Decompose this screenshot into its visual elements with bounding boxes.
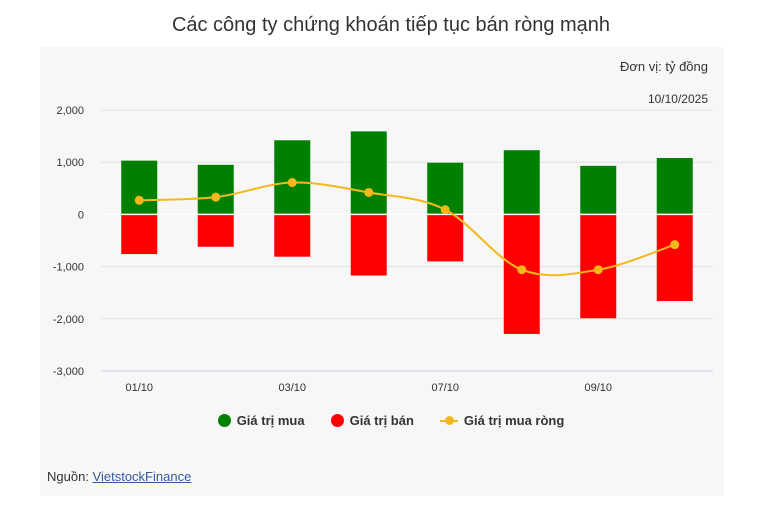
buy-bar [121, 160, 158, 215]
y-tick-label: 0 [78, 209, 84, 221]
net-point [211, 192, 221, 202]
unit-label: Đơn vị: tỷ đồng [619, 59, 708, 74]
y-tick-label: -2,000 [53, 314, 84, 326]
buy-bar [656, 158, 693, 215]
y-tick-label: 2,000 [56, 105, 84, 117]
sell-bar [656, 214, 693, 302]
net-point [670, 240, 680, 250]
buy-bar [503, 150, 540, 215]
x-tick-label: 03/10 [278, 382, 306, 394]
net-point [440, 205, 450, 215]
legend-net-label: Giá trị mua ròng [463, 413, 565, 428]
legend-item-net[interactable]: Giá trị mua ròng [439, 413, 565, 428]
sell-bar [427, 214, 464, 262]
legend-net-marker [439, 414, 458, 427]
sell-bar [350, 214, 387, 276]
buy-bar [274, 140, 311, 215]
legend-sell-label: Giá trị bán [349, 413, 414, 428]
net-point [287, 178, 297, 188]
x-tick-label: 01/10 [125, 382, 153, 394]
sell-bar [274, 214, 311, 257]
source-line: Nguồn: VietstockFinance [47, 469, 191, 484]
date-label: 10/10/2025 [647, 92, 708, 106]
buy-bar [580, 165, 617, 215]
net-point [134, 195, 144, 205]
buy-bar [197, 164, 234, 215]
sell-bar [121, 214, 158, 255]
legend-item-buy[interactable]: Giá trị mua [217, 413, 305, 428]
net-point [593, 265, 603, 275]
net-point [364, 187, 374, 197]
x-tick-label: 07/10 [431, 382, 459, 394]
y-tick-label: 1,000 [56, 157, 84, 169]
source-link[interactable]: VietstockFinance [92, 469, 192, 484]
y-tick-label: -1,000 [53, 262, 84, 274]
net-line [139, 181, 676, 277]
legend-buy-marker [217, 414, 231, 427]
sell-bar [197, 214, 234, 247]
chart-legend: Giá trị mua Giá trị bán Giá trị mua ròng [0, 413, 782, 428]
x-tick-label: 09/10 [584, 382, 612, 394]
net-point [517, 265, 527, 275]
legend-item-sell[interactable]: Giá trị bán [330, 413, 414, 428]
chart-title: Các công ty chứng khoán tiếp tục bán ròn… [171, 14, 611, 36]
legend-sell-marker [330, 414, 344, 427]
source-prefix: Nguồn: [47, 469, 89, 484]
y-tick-label: -3,000 [53, 366, 84, 378]
legend-buy-label: Giá trị mua [236, 413, 305, 428]
buy-bar [350, 131, 387, 215]
